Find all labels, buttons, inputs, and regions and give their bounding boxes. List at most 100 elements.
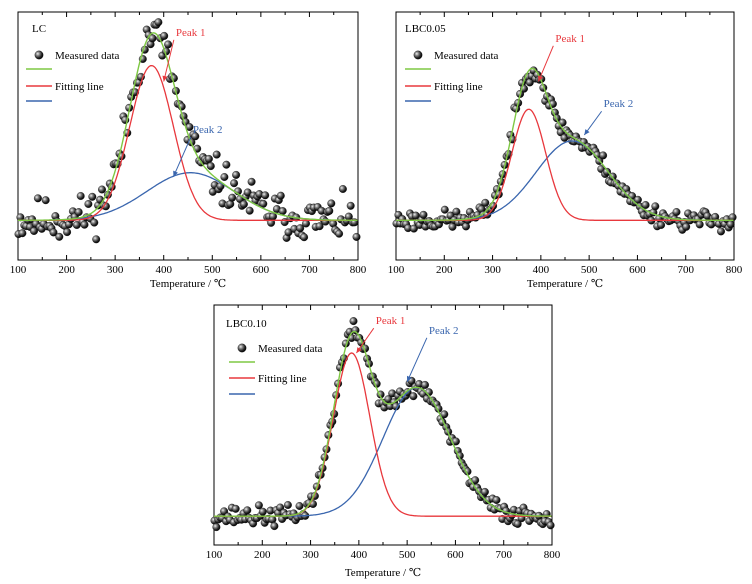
measured-point bbox=[18, 229, 27, 238]
measured-point bbox=[283, 501, 292, 509]
measured-point bbox=[247, 177, 256, 186]
annotation-peak-2: Peak 2 bbox=[604, 98, 634, 110]
measured-point bbox=[599, 151, 608, 160]
fitting-line-curve bbox=[214, 330, 552, 517]
measured-point bbox=[440, 205, 449, 214]
measured-point bbox=[204, 154, 213, 163]
measured-point bbox=[717, 227, 725, 236]
measured-point bbox=[278, 207, 287, 216]
measured-point bbox=[325, 206, 334, 215]
legend-measured-marker bbox=[237, 343, 247, 353]
measured-point bbox=[452, 207, 461, 216]
annotation-peak-2: Peak 2 bbox=[429, 325, 459, 337]
measured-point bbox=[409, 392, 418, 401]
legend-label-measured: Measured data bbox=[434, 50, 499, 62]
measured-point bbox=[695, 220, 704, 229]
measured-point bbox=[245, 206, 254, 215]
measured-point bbox=[220, 173, 229, 181]
annotation-arrowhead bbox=[584, 129, 590, 136]
x-tick-label: 800 bbox=[350, 264, 367, 276]
x-tick-label: 500 bbox=[399, 549, 416, 561]
annotation-arrowhead bbox=[162, 75, 168, 82]
annotation-arrowhead bbox=[406, 375, 412, 382]
x-tick-label: 600 bbox=[253, 264, 270, 276]
measured-point bbox=[419, 210, 428, 219]
x-tick-label: 200 bbox=[254, 549, 271, 561]
annotation-arrow bbox=[172, 136, 192, 177]
peak-1-curve bbox=[18, 64, 358, 221]
measured-point bbox=[222, 160, 231, 169]
measured-point bbox=[33, 194, 42, 203]
measured-point bbox=[154, 18, 163, 27]
annotation-arrowhead bbox=[173, 170, 178, 177]
measured-point bbox=[349, 317, 358, 326]
measured-point bbox=[98, 185, 106, 194]
annotation-peak-1: Peak 1 bbox=[376, 315, 406, 327]
legend: Measured data Fitting line bbox=[26, 50, 120, 102]
measured-point bbox=[49, 228, 58, 237]
measured-point bbox=[481, 198, 490, 207]
measured-point bbox=[92, 235, 101, 244]
chart-panel-lbc005: 100 200 300 400 500 600 700 800 LBC0.05 Measure… bbox=[388, 11, 743, 290]
annotation-arrow bbox=[406, 337, 428, 383]
measured-point bbox=[296, 224, 305, 233]
annotation-peak-1: Peak 1 bbox=[176, 27, 206, 39]
measured-point bbox=[212, 150, 221, 159]
measured-point bbox=[41, 196, 50, 205]
measured-point bbox=[90, 218, 99, 227]
measured-point bbox=[480, 487, 489, 496]
measured-point bbox=[672, 208, 681, 216]
measured-point bbox=[259, 199, 268, 208]
measured-point bbox=[651, 202, 660, 211]
annotation-arrow bbox=[163, 39, 175, 82]
measured-point bbox=[231, 504, 240, 513]
measured-point bbox=[88, 192, 97, 201]
x-axis-ticks: 100 200 300 400 500 600 700 800 bbox=[206, 305, 561, 561]
annotations: Peak 1 Peak 2 bbox=[555, 33, 633, 110]
measured-point bbox=[276, 191, 285, 200]
measured-point bbox=[191, 132, 200, 141]
measured-point bbox=[513, 519, 522, 528]
x-tick-label: 700 bbox=[495, 549, 512, 561]
legend-label-measured: Measured data bbox=[258, 343, 323, 355]
measured-point bbox=[55, 232, 64, 241]
x-tick-label: 800 bbox=[544, 549, 561, 561]
plot-marks bbox=[392, 45, 737, 236]
legend: Measured data Fitting line bbox=[229, 343, 323, 395]
fitting-line-curve bbox=[396, 67, 734, 221]
x-tick-label: 600 bbox=[629, 264, 646, 276]
x-axis-ticks: 100 200 300 400 500 600 700 800 bbox=[10, 12, 367, 276]
x-tick-label: 200 bbox=[58, 264, 75, 276]
measured-data-series bbox=[14, 18, 361, 244]
chart-panel-lbc010: 100 200 300 400 500 600 700 800 LBC0.10 Measure… bbox=[206, 304, 561, 579]
measured-point bbox=[409, 224, 418, 233]
measured-point bbox=[63, 228, 72, 237]
measured-point bbox=[84, 200, 93, 208]
measured-point bbox=[321, 217, 330, 226]
measured-point bbox=[728, 213, 737, 222]
measured-point bbox=[338, 185, 347, 193]
measured-point bbox=[492, 496, 501, 504]
chart-panel-lc: 100 200 300 400 500 600 700 800 LC Measured dat… bbox=[10, 11, 367, 290]
x-tick-label: 300 bbox=[107, 264, 124, 276]
measured-point bbox=[160, 31, 169, 40]
x-axis-title: Temperature / ℃ bbox=[345, 567, 421, 579]
measured-point bbox=[228, 193, 237, 202]
fitting-line-curve bbox=[18, 32, 358, 221]
x-tick-label: 100 bbox=[10, 264, 27, 276]
annotations: Peak 1 Peak 2 bbox=[376, 315, 459, 337]
measured-point bbox=[254, 501, 263, 510]
legend-label-fitting-line: Fitting line bbox=[55, 81, 104, 93]
panel-label: LBC0.10 bbox=[226, 318, 267, 330]
measured-point bbox=[230, 179, 239, 188]
measured-point bbox=[657, 221, 666, 229]
legend-label-fitting-line: Fitting line bbox=[434, 81, 483, 93]
measured-point bbox=[315, 222, 324, 231]
measured-point bbox=[243, 506, 252, 515]
measured-point bbox=[335, 229, 344, 238]
measured-point bbox=[546, 521, 555, 530]
measured-point bbox=[421, 380, 429, 389]
measured-point bbox=[148, 34, 157, 43]
panel-label: LBC0.05 bbox=[405, 23, 446, 35]
measured-point bbox=[206, 162, 215, 171]
